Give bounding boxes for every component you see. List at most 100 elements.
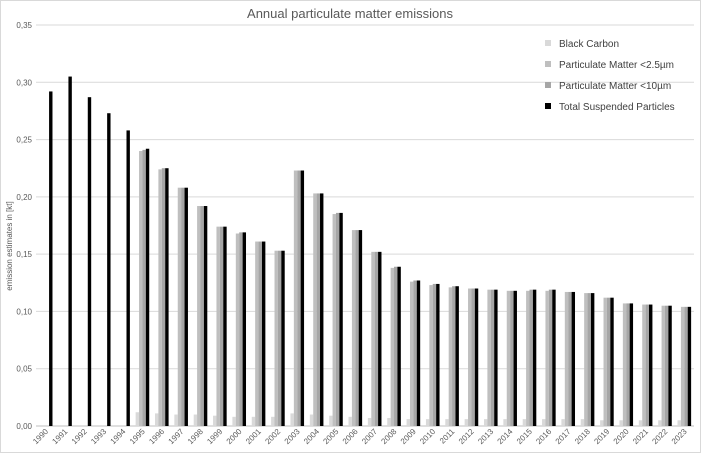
legend-label: Particulate Matter <2.5µm <box>559 60 674 71</box>
legend-label: Particulate Matter <10µm <box>559 81 671 92</box>
bar-particulate-matter-2-5-m-2013 <box>487 289 491 426</box>
bar-black-carbon-2001 <box>251 416 256 426</box>
bar-particulate-matter-2-5-m-2022 <box>661 305 665 426</box>
bar-black-carbon-2003 <box>290 413 294 426</box>
bar-particulate-matter-10-m-2023 <box>684 306 688 426</box>
bar-total-suspended-particles-1998 <box>203 206 208 426</box>
bar-total-suspended-particles-2011 <box>455 286 459 426</box>
bar-particulate-matter-10-m-1997 <box>181 187 185 426</box>
legend-swatch <box>545 40 551 46</box>
bar-particulate-matter-2-5-m-2007 <box>371 251 375 426</box>
bar-black-carbon-2005 <box>329 415 333 426</box>
y-axis-title: emission estimates in [kt] <box>5 201 14 290</box>
bar-particulate-matter-10-m-2013 <box>490 289 495 426</box>
bar-particulate-matter-2-5-m-2012 <box>468 288 472 426</box>
bar-black-carbon-2017 <box>561 419 565 426</box>
bar-total-suspended-particles-2012 <box>474 288 479 426</box>
bar-particulate-matter-2-5-m-2001 <box>255 241 259 426</box>
bar-total-suspended-particles-2006 <box>358 230 363 426</box>
bar-particulate-matter-2-5-m-2008 <box>390 267 395 426</box>
bar-particulate-matter-2-5-m-2021 <box>642 304 646 426</box>
bar-particulate-matter-2-5-m-2006 <box>351 230 356 426</box>
bar-total-suspended-particles-1994 <box>126 130 130 426</box>
bar-black-carbon-2000 <box>232 416 236 426</box>
bar-total-suspended-particles-2014 <box>513 290 517 426</box>
bar-black-carbon-2002 <box>271 416 275 426</box>
bar-particulate-matter-2-5-m-1999 <box>216 226 220 426</box>
bar-particulate-matter-2-5-m-2019 <box>603 297 607 426</box>
bar-total-suspended-particles-1991 <box>68 76 72 426</box>
bar-total-suspended-particles-1997 <box>184 187 188 426</box>
bar-total-suspended-particles-2009 <box>416 280 421 426</box>
bar-black-carbon-2020 <box>619 420 623 426</box>
bar-black-carbon-2011 <box>445 419 449 426</box>
bar-particulate-matter-10-m-2009 <box>413 280 417 426</box>
y-tick-label: 0,35 <box>16 21 32 30</box>
bars <box>49 76 692 427</box>
bar-black-carbon-1998 <box>193 414 198 426</box>
bar-particulate-matter-10-m-2018 <box>587 293 591 426</box>
bar-particulate-matter-2-5-m-1998 <box>197 206 201 426</box>
bar-black-carbon-2014 <box>503 419 507 426</box>
bar-total-suspended-particles-2019 <box>610 297 614 426</box>
bar-black-carbon-2022 <box>658 420 662 426</box>
bar-black-carbon-2013 <box>483 419 488 426</box>
bar-black-carbon-2009 <box>406 419 410 426</box>
bar-particulate-matter-10-m-2020 <box>626 303 630 426</box>
bar-black-carbon-2015 <box>522 419 527 426</box>
bar-total-suspended-particles-2016 <box>552 289 556 426</box>
bar-total-suspended-particles-1990 <box>49 91 53 426</box>
bar-particulate-matter-10-m-2007 <box>374 251 379 426</box>
bar-particulate-matter-10-m-2015 <box>529 289 533 426</box>
bar-total-suspended-particles-2020 <box>629 303 634 426</box>
legend-swatch <box>545 103 551 109</box>
bar-total-suspended-particles-1993 <box>107 113 111 426</box>
legend-label: Black Carbon <box>559 39 619 50</box>
bar-total-suspended-particles-2022 <box>668 305 672 426</box>
bar-particulate-matter-2-5-m-2018 <box>584 293 588 426</box>
bar-black-carbon-1997 <box>174 414 178 426</box>
bar-black-carbon-1999 <box>213 415 217 426</box>
y-tick-label: 0,20 <box>16 193 32 202</box>
legend-swatch <box>545 61 551 67</box>
bar-total-suspended-particles-2000 <box>242 232 247 426</box>
bar-particulate-matter-2-5-m-2023 <box>680 306 685 426</box>
bar-black-carbon-2006 <box>348 416 352 426</box>
bar-total-suspended-particles-1992 <box>87 97 92 427</box>
bar-particulate-matter-2-5-m-2015 <box>526 290 530 426</box>
legend-swatch <box>545 82 551 88</box>
bar-black-carbon-1996 <box>154 413 159 426</box>
bar-total-suspended-particles-2018 <box>590 293 595 426</box>
bar-black-carbon-2019 <box>600 420 604 426</box>
y-tick-label: 0,00 <box>16 422 32 431</box>
bar-black-carbon-2023 <box>677 420 681 426</box>
bar-black-carbon-2004 <box>309 414 314 426</box>
bar-particulate-matter-10-m-1996 <box>161 168 166 426</box>
y-axis-ticks: 0,00 0,05 0,10 0,15 0,20 0,25 0,30 0,35 <box>16 21 32 431</box>
bar-particulate-matter-10-m-2001 <box>258 241 262 426</box>
bar-total-suspended-particles-2007 <box>378 251 382 426</box>
bar-particulate-matter-10-m-2022 <box>664 305 669 426</box>
bar-particulate-matter-10-m-2003 <box>297 170 301 426</box>
bar-black-carbon-1995 <box>135 412 140 426</box>
bar-total-suspended-particles-2002 <box>281 250 285 426</box>
bar-particulate-matter-2-5-m-2020 <box>622 303 627 426</box>
bar-black-carbon-2012 <box>464 419 469 426</box>
y-tick-label: 0,30 <box>16 78 32 87</box>
legend: Black Carbon Particulate Matter <2.5µm Par… <box>545 39 675 113</box>
bar-particulate-matter-2-5-m-2009 <box>409 281 414 426</box>
bar-particulate-matter-10-m-2002 <box>277 250 282 426</box>
y-tick-label: 0,05 <box>16 365 32 374</box>
bar-total-suspended-particles-1999 <box>223 226 227 426</box>
bar-total-suspended-particles-2021 <box>649 304 653 426</box>
bar-total-suspended-particles-2023 <box>687 306 692 426</box>
bar-total-suspended-particles-2015 <box>532 289 537 426</box>
legend-label: Total Suspended Particles <box>559 102 675 113</box>
bar-particulate-matter-10-m-2005 <box>335 212 340 426</box>
bar-total-suspended-particles-2003 <box>300 170 305 426</box>
bar-particulate-matter-10-m-2010 <box>432 283 437 426</box>
bar-total-suspended-particles-2017 <box>571 291 576 426</box>
bar-particulate-matter-2-5-m-2017 <box>564 291 569 426</box>
